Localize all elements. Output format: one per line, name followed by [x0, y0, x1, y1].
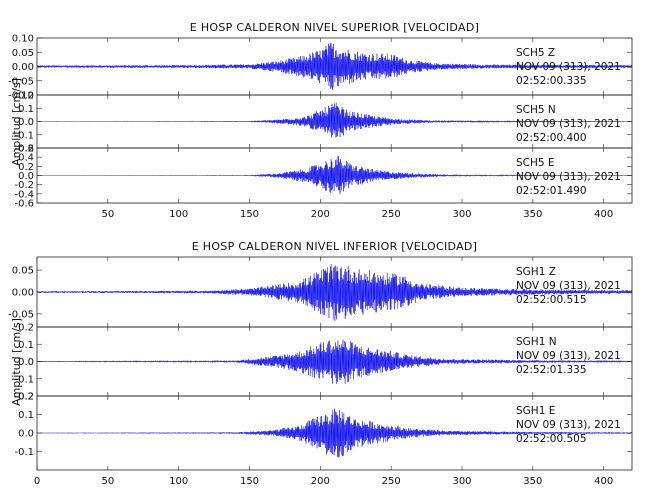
chart-title: E HOSP CALDERON NIVEL INFERIOR [VELOCIDA…: [192, 240, 478, 253]
y-tick-label: -0.2: [14, 180, 34, 191]
record-time: 02:52:01.490: [516, 185, 587, 197]
y-tick-label: 0.05: [12, 48, 34, 59]
record-time: 02:52:01.335: [516, 364, 587, 376]
waveform-trace: [36, 339, 633, 385]
record-date: NOV 09 (313), 2021: [516, 350, 621, 362]
y-tick-label: 0.10: [12, 34, 34, 45]
y-tick-label: -0.1: [14, 130, 34, 141]
y-tick-label: -0.05: [8, 76, 34, 87]
y-tick-label: 0.0: [18, 357, 34, 368]
y-tick-label: -0.4: [14, 189, 34, 200]
y-tick-label: -0.2: [14, 392, 34, 403]
x-tick-label: 250: [382, 476, 401, 487]
x-tick-label: 200: [311, 476, 330, 487]
x-tick-label: 400: [594, 476, 613, 487]
record-date: NOV 09 (313), 2021: [516, 419, 621, 431]
x-tick-label: 100: [169, 476, 188, 487]
y-tick-label: 0.0: [18, 429, 34, 440]
y-tick-label: -0.1: [14, 447, 34, 458]
station-channel-label: SCH5 Z: [516, 47, 555, 59]
y-tick-label: 0.2: [18, 323, 34, 334]
x-tick-label: 200: [311, 209, 330, 220]
x-tick-label: 50: [101, 476, 114, 487]
waveform-trace: [36, 156, 633, 194]
station-channel-label: SGH1 N: [516, 336, 557, 348]
x-tick-label: 350: [523, 209, 542, 220]
y-tick-label: -0.05: [8, 309, 34, 320]
station-channel-label: SGH1 E: [516, 405, 555, 417]
x-tick-label: 50: [101, 209, 114, 220]
x-tick-label: 150: [240, 209, 259, 220]
chart-title: E HOSP CALDERON NIVEL SUPERIOR [VELOCIDA…: [190, 21, 479, 34]
station-channel-label: SGH1 Z: [516, 266, 556, 278]
x-tick-label: 300: [452, 476, 471, 487]
y-tick-label: 0.4: [18, 153, 34, 164]
y-tick-label: 0.00: [12, 62, 34, 73]
y-tick-label: 0.1: [18, 410, 34, 421]
y-axis-label: Amplitud [cm/s]: [10, 318, 23, 406]
record-date: NOV 09 (313), 2021: [516, 280, 621, 292]
y-tick-label: 0.1: [18, 340, 34, 351]
x-tick-label: 300: [452, 209, 471, 220]
y-tick-label: -0.6: [14, 199, 34, 210]
record-time: 02:52:00.335: [516, 75, 587, 87]
record-date: NOV 09 (313), 2021: [516, 171, 621, 183]
y-tick-label: 0.0: [18, 171, 34, 182]
station-channel-label: SCH5 N: [516, 104, 556, 116]
y-tick-label: 0.6: [18, 144, 34, 155]
y-tick-label: 0.0: [18, 117, 34, 128]
waveform-trace: [36, 43, 633, 90]
y-tick-label: -0.2: [14, 144, 34, 155]
y-tick-label: -0.1: [14, 374, 34, 385]
y-tick-label: 0.2: [18, 162, 34, 173]
waveform-trace: [36, 264, 633, 321]
record-date: NOV 09 (313), 2021: [516, 118, 621, 130]
y-tick-label: 0.00: [12, 288, 34, 299]
x-tick-label: 400: [594, 209, 613, 220]
y-tick-label: 0.2: [18, 91, 34, 102]
y-tick-label: 0.2: [18, 392, 34, 403]
record-time: 02:52:00.400: [516, 132, 587, 144]
x-tick-label: 150: [240, 476, 259, 487]
x-tick-label: 350: [523, 476, 542, 487]
record-time: 02:52:00.505: [516, 433, 587, 445]
y-tick-label: -0.10: [8, 91, 34, 102]
waveform-trace: [36, 408, 633, 458]
x-tick-label: 250: [382, 209, 401, 220]
y-axis-label: Amplitud [cm/s]: [10, 78, 23, 166]
record-date: NOV 09 (313), 2021: [516, 61, 621, 73]
y-tick-label: 0.1: [18, 104, 34, 115]
x-tick-label: 0: [34, 476, 40, 487]
waveform-trace: [36, 102, 633, 138]
record-time: 02:52:00.515: [516, 294, 587, 306]
y-tick-label: 0.05: [12, 266, 34, 277]
station-channel-label: SCH5 E: [516, 157, 555, 169]
x-tick-label: 100: [169, 209, 188, 220]
